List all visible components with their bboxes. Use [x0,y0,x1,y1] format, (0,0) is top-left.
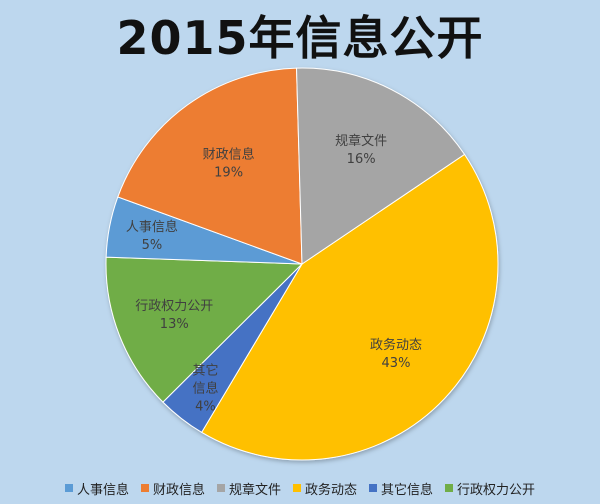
legend-item: 规章文件 [216,479,281,498]
chart-legend: 人事信息 财政信息 规章文件 政务动态 其它信息 行政权力公开 [0,477,600,499]
legend-swatch [369,484,378,492]
data-label-name: 信息 [192,381,218,397]
pie-slices [105,67,499,461]
legend-item: 政务动态 [293,479,357,498]
data-label-name: 其它 [192,363,218,379]
legend-item: 财政信息 [140,479,205,498]
data-label-1: 政务动态 43% [370,337,422,371]
data-label-percent: 5% [142,238,163,253]
data-label-name: 财政信息 [203,146,255,162]
legend-item: 人事信息 [64,479,129,498]
legend-label: 其它信息 [381,482,434,498]
data-label-percent: 13% [160,317,189,332]
data-label-name: 行政权力公开 [135,298,213,314]
data-label-name: 规章文件 [335,133,387,149]
legend-item: 其它信息 [369,479,433,498]
pie-data-labels: 政务动态 43% 其它信息 4% 行政权力公开 13% 人事信息 5% 财政信息 19% 规章文件 1… [126,133,422,415]
data-label-percent: 16% [347,152,376,167]
legend-swatch [64,484,73,492]
legend-label: 财政信息 [152,482,205,498]
data-label-name: 人事信息 [126,219,178,235]
chart-title: 2015年信息公开 [116,11,484,65]
data-label-percent: 19% [214,165,243,180]
legend-item: 行政权力公开 [445,479,535,498]
legend-swatch [216,484,225,492]
pie-slice-3 [105,256,304,403]
data-label-6: 规章文件 16% [335,133,387,167]
pie-slice-1 [200,153,499,461]
data-label-percent: 43% [382,356,411,371]
pie-slice-6 [296,67,466,265]
pie-slice-5 [117,67,303,265]
legend-label: 政务动态 [305,482,358,498]
legend-label: 规章文件 [228,482,281,498]
data-label-3: 行政权力公开 13% [135,298,213,332]
data-label-2: 其它信息 4% [192,363,218,415]
legend-swatch [140,484,149,492]
data-label-4: 人事信息 5% [126,219,178,253]
data-label-name: 政务动态 [370,337,422,353]
legend-swatch [445,484,454,492]
legend-label: 人事信息 [76,482,129,498]
data-label-percent: 4% [195,400,216,415]
data-label-5: 财政信息 19% [203,146,255,180]
legend-swatch [293,484,301,492]
legend-label: 行政权力公开 [457,482,536,498]
